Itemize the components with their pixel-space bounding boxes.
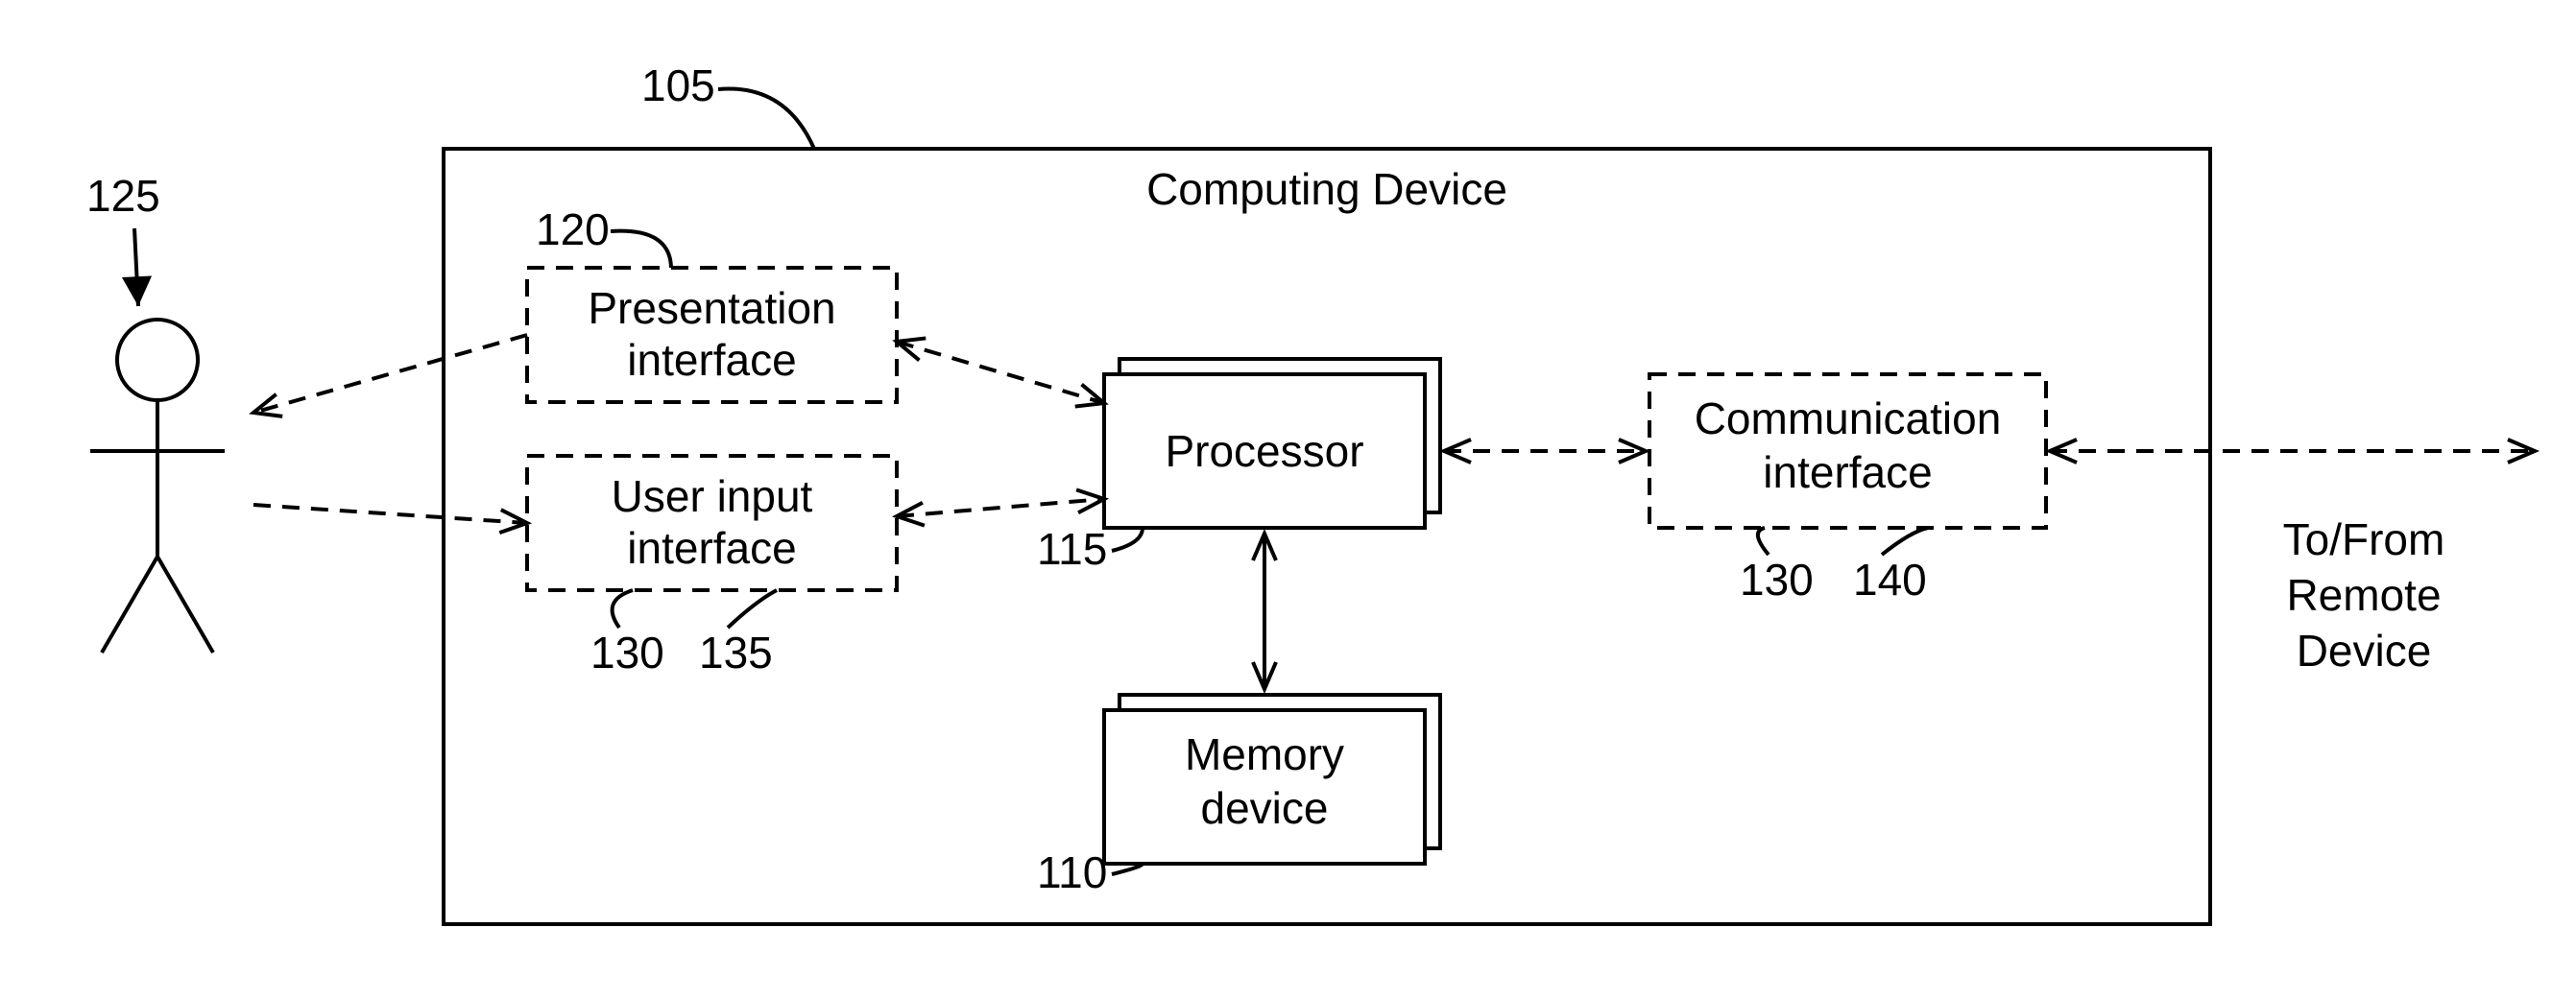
user-leg-l xyxy=(102,557,157,653)
ref-130-comm: 130 xyxy=(1740,555,1814,605)
remote-label: Device xyxy=(2297,626,2432,676)
ref-120: 120 xyxy=(536,204,610,254)
ref-130-userin: 130 xyxy=(590,628,664,678)
ref-110: 110 xyxy=(1037,847,1107,897)
ref-125: 125 xyxy=(86,171,160,221)
presentation-interface-label: interface xyxy=(627,335,796,385)
user-head xyxy=(117,320,198,400)
conn-presentation-to-user-head-end xyxy=(253,394,282,416)
user-input-interface-label: interface xyxy=(627,523,796,573)
memory-label: device xyxy=(1201,783,1329,833)
presentation-interface-label: Presentation xyxy=(588,283,835,333)
communication-interface-label: interface xyxy=(1763,447,1932,497)
ref-125-arrowhead xyxy=(122,275,152,306)
ref-135: 135 xyxy=(699,628,773,678)
computing-device-title: Computing Device xyxy=(1146,164,1507,214)
ref-105-leader xyxy=(718,89,814,149)
user-input-interface-label: User input xyxy=(612,471,813,521)
ref-140: 140 xyxy=(1853,555,1927,605)
communication-interface-label: Communication xyxy=(1695,393,2002,443)
ref-115: 115 xyxy=(1037,524,1107,574)
processor-label: Processor xyxy=(1165,426,1363,476)
remote-label: To/From xyxy=(2283,514,2445,564)
remote-label: Remote xyxy=(2286,570,2441,620)
ref-105: 105 xyxy=(641,60,715,110)
memory-label: Memory xyxy=(1185,729,1344,779)
user-leg-r xyxy=(157,557,213,653)
